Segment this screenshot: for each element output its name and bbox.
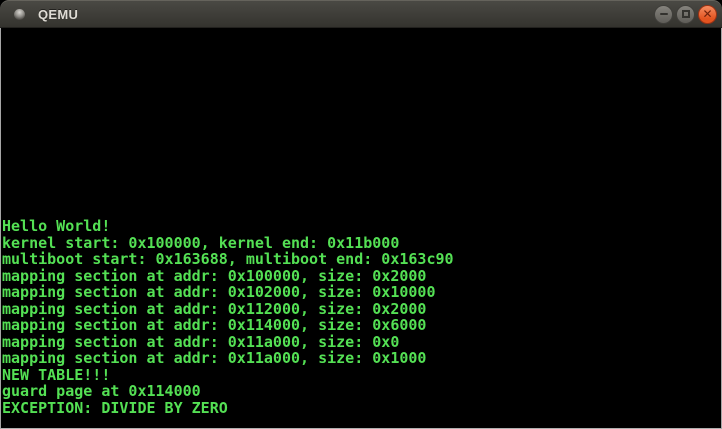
window-controls: ✕ (654, 4, 722, 24)
qemu-guest-display[interactable]: Hello World! kernel start: 0x100000, ker… (0, 28, 722, 429)
maximize-icon (681, 10, 690, 18)
minimize-button[interactable] (654, 4, 673, 24)
maximize-button[interactable] (676, 4, 695, 24)
titlebar[interactable]: QEMU ✕ (0, 0, 722, 28)
window-menu-icon[interactable] (14, 8, 25, 20)
console-output: Hello World! kernel start: 0x100000, ker… (2, 217, 454, 417)
close-button[interactable]: ✕ (698, 4, 717, 24)
minimize-icon (659, 13, 668, 15)
window-title: QEMU (38, 6, 79, 22)
close-icon: ✕ (702, 6, 713, 21)
